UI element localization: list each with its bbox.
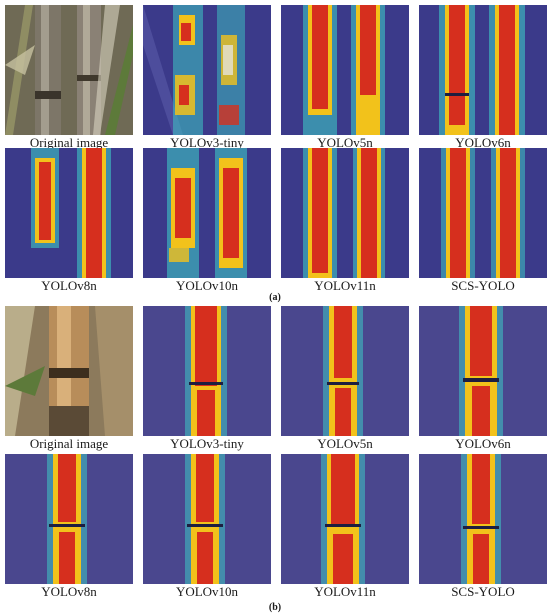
tile-caption: YOLOv5n (317, 436, 373, 451)
figure-panel-b: Original image YOLOv3-tiny (0, 306, 550, 616)
tile-caption: YOLOv5n (317, 135, 373, 150)
heatmap-image (143, 454, 271, 584)
tile-caption: YOLOv3-tiny (170, 436, 244, 451)
heatmap-image (281, 306, 409, 436)
heatmap-image (143, 148, 271, 278)
tile-caption: YOLOv6n (455, 135, 511, 150)
tile-caption: SCS-YOLO (451, 584, 515, 599)
heatmap-image (419, 5, 547, 135)
heatmap-image (5, 148, 133, 278)
heatmap-image (419, 148, 547, 278)
panel-label: (a) (269, 292, 281, 303)
tile-caption: YOLOv11n (314, 584, 376, 599)
heatmap-image (5, 454, 133, 584)
tile-caption: YOLOv6n (455, 436, 511, 451)
original-photo (5, 306, 133, 436)
tile-caption: Original image (29, 135, 109, 150)
tile-caption: YOLOv8n (41, 278, 97, 293)
tile-caption: YOLOv10n (175, 584, 239, 599)
heatmap-image (281, 148, 409, 278)
panel-label: (b) (268, 602, 282, 613)
heatmap-image (143, 306, 271, 436)
tile-caption: SCS-YOLO (451, 278, 515, 293)
heatmap-image (281, 5, 409, 135)
tile-caption: YOLOv10n (175, 278, 239, 293)
heatmap-image (143, 5, 271, 135)
tile-caption: YOLOv11n (314, 278, 376, 293)
tile-caption: YOLOv3-tiny (170, 135, 244, 150)
tile-caption: Original image (29, 436, 109, 451)
tile-caption: YOLOv8n (41, 584, 97, 599)
heatmap-image (419, 454, 547, 584)
heatmap-image (419, 306, 547, 436)
figure-panel-a: Original image YOLOv3-tiny (0, 0, 550, 303)
heatmap-image (281, 454, 409, 584)
original-photo (5, 5, 133, 135)
